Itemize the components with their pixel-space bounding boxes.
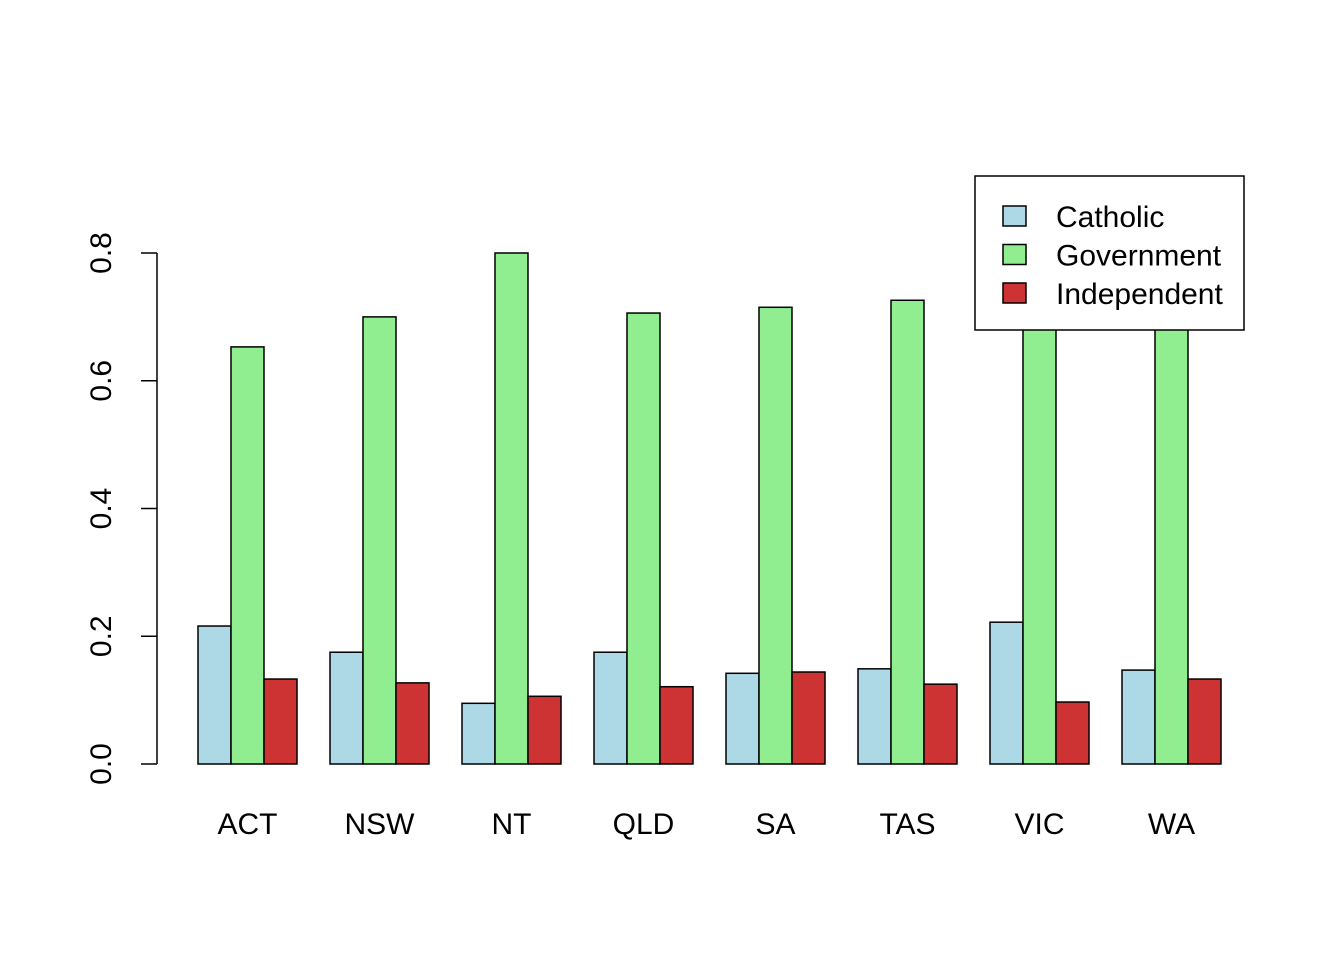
- y-tick-label: 0.8: [85, 232, 118, 274]
- bar-nsw-independent: [395, 682, 430, 765]
- legend-label: Government: [1056, 240, 1222, 273]
- bar-vic-catholic: [989, 621, 1024, 765]
- legend-swatch-government: [1002, 243, 1027, 266]
- bar-nsw-government: [362, 316, 397, 765]
- bar-vic-independent: [1055, 701, 1090, 765]
- bar-tas-independent: [923, 683, 958, 765]
- y-tick-label: 0.6: [85, 360, 118, 402]
- bar-nt-catholic: [461, 702, 496, 765]
- bar-act-government: [230, 346, 265, 765]
- bar-nt-independent: [527, 695, 562, 765]
- bar-act-independent: [263, 678, 298, 765]
- bar-tas-catholic: [857, 668, 892, 765]
- y-tick-label: 0.4: [85, 488, 118, 530]
- bar-qld-independent: [659, 685, 694, 765]
- x-tick-label: NT: [492, 808, 532, 841]
- legend-swatch-catholic: [1002, 205, 1027, 227]
- bar-act-catholic: [197, 625, 232, 765]
- bar-nt-government: [494, 252, 529, 765]
- bar-wa-independent: [1187, 678, 1222, 765]
- bar-qld-catholic: [593, 651, 628, 765]
- x-tick-label: QLD: [613, 808, 675, 841]
- bar-sa-catholic: [725, 672, 760, 765]
- bar-wa-government: [1154, 303, 1189, 765]
- x-tick-label: TAS: [879, 808, 935, 841]
- x-tick-label: VIC: [1014, 808, 1064, 841]
- x-tick-label: WA: [1148, 808, 1195, 841]
- x-tick-label: SA: [755, 808, 795, 841]
- x-tick-label: ACT: [218, 808, 278, 841]
- x-tick-label: NSW: [345, 808, 416, 841]
- bar-qld-government: [626, 312, 661, 765]
- bar-sa-government: [758, 306, 793, 765]
- legend-label: Independent: [1056, 278, 1223, 311]
- legend-swatch-independent: [1002, 282, 1027, 304]
- bar-tas-government: [890, 299, 925, 765]
- bar-vic-government: [1022, 328, 1057, 765]
- legend-label: Catholic: [1056, 201, 1164, 234]
- bar-sa-independent: [791, 671, 826, 765]
- bar-wa-catholic: [1121, 669, 1156, 765]
- y-tick-label: 0.2: [85, 615, 118, 657]
- y-tick-label: 0.0: [85, 743, 118, 785]
- bar-nsw-catholic: [329, 651, 364, 765]
